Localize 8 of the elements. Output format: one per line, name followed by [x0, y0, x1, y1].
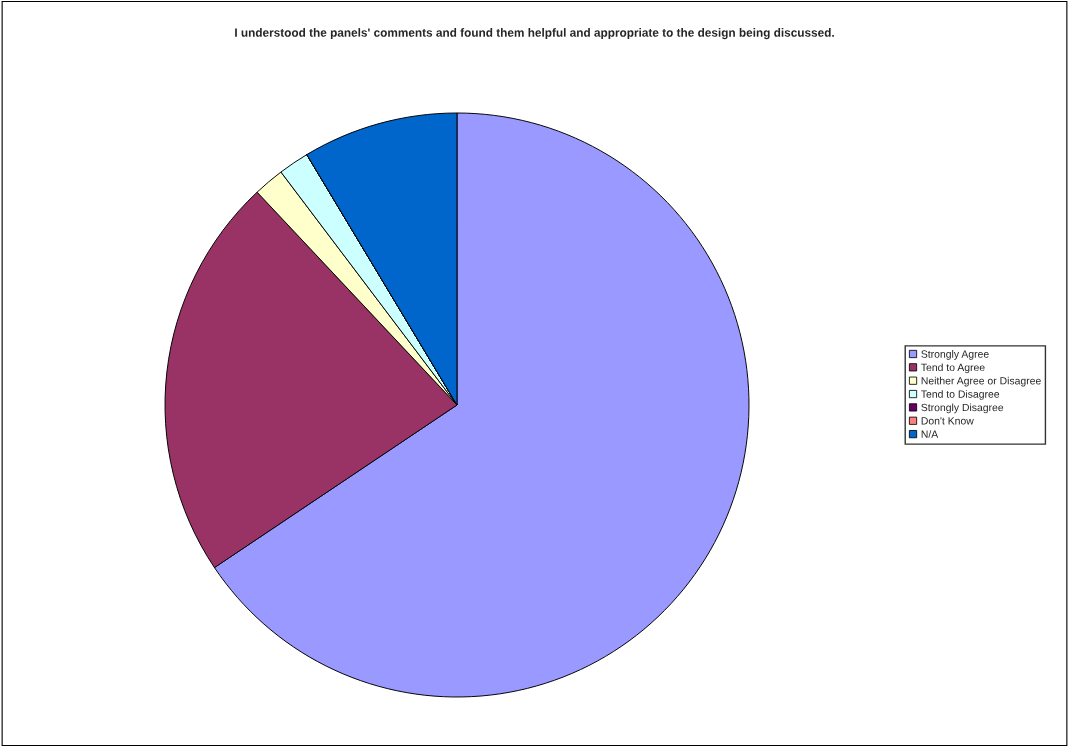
legend-label: N/A: [921, 430, 939, 438]
legend-label: Neither Agree or Disagree: [921, 376, 1041, 387]
chart-title: I understood the panels' comments and found them helpful and appropriate to the design being discussed.: [235, 28, 834, 40]
legend-label: Don't Know: [921, 417, 974, 425]
legend-label: Strongly Agree: [921, 350, 989, 360]
legend-label: Tend to Disagree: [921, 390, 1000, 400]
legend-label: Tend to Agree: [921, 363, 985, 374]
legend-label: Strongly Disagree: [921, 403, 1004, 414]
